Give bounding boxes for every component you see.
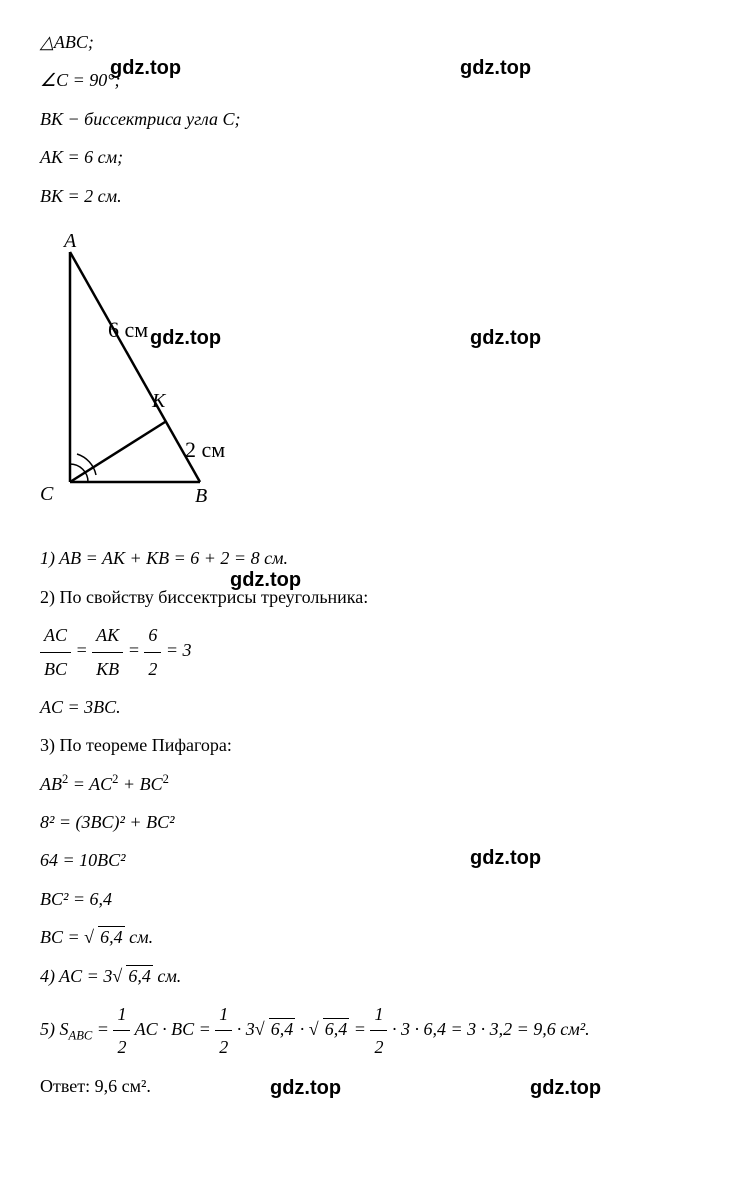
label-b: B — [195, 485, 207, 507]
label-2cm: 2 см — [185, 437, 225, 462]
step3-eq1: AB2 = AC2 + BC2 — [40, 768, 689, 800]
given-ak: AK = 6 см; — [40, 141, 689, 173]
step3-eq3: 64 = 10BC² — [40, 844, 689, 876]
step2-title: 2) По свойству биссектрисы треугольника: — [40, 581, 689, 613]
triangle-diagram: A B C K 6 см 2 см — [40, 232, 689, 522]
watermark: gdz.top — [530, 1070, 601, 1106]
given-bk: BK = 2 см. — [40, 180, 689, 212]
step3-title: 3) По теореме Пифагора: — [40, 729, 689, 761]
watermark: gdz.top — [460, 50, 531, 86]
step3-eq2: 8² = (3BC)² + BC² — [40, 806, 689, 838]
watermark: gdz.top — [470, 840, 541, 876]
step3-eq4: BC² = 6,4 — [40, 883, 689, 915]
step2-ac: AC = 3BC. — [40, 691, 689, 723]
watermark: gdz.top — [470, 320, 541, 356]
watermark: gdz.top — [230, 562, 301, 598]
label-a: A — [62, 232, 77, 252]
label-k: K — [151, 390, 167, 412]
watermark: gdz.top — [270, 1070, 341, 1106]
step2-fraction: ACBC = AKKB = 62 = 3 — [40, 619, 689, 685]
step3-bc: BC = 6,4 см. — [40, 921, 689, 953]
label-6cm: 6 см — [108, 317, 148, 342]
label-c: C — [40, 483, 54, 505]
watermark: gdz.top — [110, 50, 181, 86]
step1: 1) AB = AK + KB = 6 + 2 = 8 см. — [40, 542, 689, 574]
step4: 4) AC = 36,4 см. — [40, 960, 689, 992]
given-bk-bisector: BK − биссектриса угла C; — [40, 103, 689, 135]
watermark: gdz.top — [150, 320, 221, 356]
step5: 5) SABC = 12 AC · BC = 12 · 36,4 · 6,4 =… — [40, 998, 689, 1064]
